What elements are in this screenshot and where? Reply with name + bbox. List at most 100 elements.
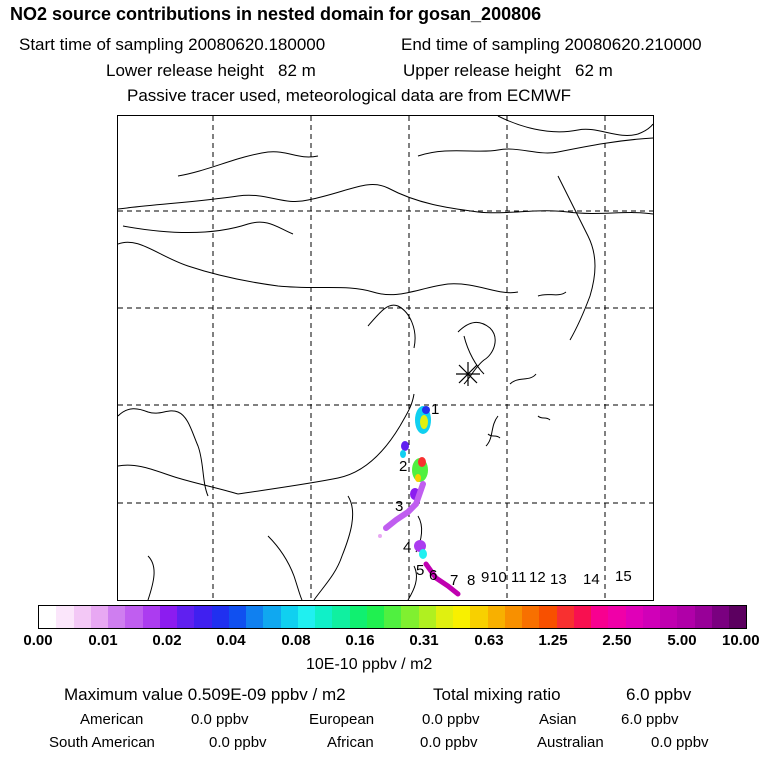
color-bar-cell: [729, 606, 747, 628]
end-time-label: End time of sampling 20080620.210000: [401, 35, 702, 54]
south-american-label: South American: [49, 734, 155, 751]
color-bar-cell: [263, 606, 281, 628]
plume-trail: [383, 481, 426, 531]
american-value: 0.0 ppbv: [191, 711, 249, 728]
color-bar-cell: [315, 606, 333, 628]
upper-release-label: Upper release height 62 m: [403, 61, 613, 80]
region-label: 3: [395, 498, 403, 515]
color-bar-cell: [504, 606, 522, 628]
color-bar-cell: [159, 606, 177, 628]
region-label: 8: [467, 572, 475, 589]
tick-label: 2.50: [602, 632, 632, 649]
color-bar-cell: [366, 606, 384, 628]
region-label: 13: [550, 571, 567, 588]
plume-patch-b: [400, 450, 406, 458]
color-bar-cell: [142, 606, 160, 628]
color-bar-cell: [56, 606, 74, 628]
color-bar-cell: [332, 606, 350, 628]
tick-label: 0.01: [88, 632, 118, 649]
tick-label: 0.08: [281, 632, 311, 649]
tick-label: 0.63: [474, 632, 504, 649]
color-bar-cell: [194, 606, 212, 628]
region-label: 6: [429, 567, 437, 584]
color-bar-cell: [522, 606, 540, 628]
color-bar-cell: [211, 606, 229, 628]
color-bar-cell: [418, 606, 436, 628]
region-label: 14: [583, 571, 600, 588]
graticule: [118, 116, 653, 600]
region-label: 15: [615, 568, 632, 585]
asian-label: Asian: [539, 711, 577, 728]
tick-label: 10.00: [722, 632, 760, 649]
asian-value: 6.0 ppbv: [621, 711, 679, 728]
color-bar-cell: [453, 606, 471, 628]
color-bar-cell: [280, 606, 298, 628]
coastlines: [118, 116, 653, 600]
color-bar-cell: [694, 606, 712, 628]
color-bar-cell: [108, 606, 126, 628]
color-bar-cell: [608, 606, 626, 628]
tick-label: 0.31: [409, 632, 439, 649]
color-bar-cell: [73, 606, 91, 628]
lower-release-label: Lower release height 82 m: [106, 61, 316, 80]
african-value: 0.0 ppbv: [420, 734, 478, 751]
tracer-info-label: Passive tracer used, meteorological data…: [127, 86, 572, 105]
color-bar-cell: [246, 606, 264, 628]
australian-label: Australian: [537, 734, 604, 751]
color-bar-cell: [349, 606, 367, 628]
page-title: NO2 source contributions in nested domai…: [10, 4, 542, 24]
color-bar-cell: [177, 606, 195, 628]
region-label: 4: [403, 539, 411, 556]
plume-patch-a: [401, 441, 409, 451]
region-label: 11: [511, 569, 527, 586]
max-value-label: Maximum value 0.509E-09 ppbv / m2: [64, 685, 346, 704]
tick-label: 5.00: [667, 632, 697, 649]
color-bar-cell: [625, 606, 643, 628]
region-label: 2: [399, 458, 407, 475]
color-bar-cell: [591, 606, 609, 628]
color-bar-cell: [401, 606, 419, 628]
plume-patch-1-edge: [422, 406, 430, 414]
color-bar-cell: [228, 606, 246, 628]
european-value: 0.0 ppbv: [422, 711, 480, 728]
region-label: 12: [529, 569, 546, 586]
tick-label: 0.16: [345, 632, 375, 649]
region-label: 7: [450, 572, 458, 589]
american-label: American: [80, 711, 144, 728]
color-bar-cell: [677, 606, 695, 628]
region-label: 10: [490, 569, 507, 586]
color-bar: [38, 605, 747, 629]
color-bar-cell: [297, 606, 315, 628]
tick-label: 0.04: [216, 632, 246, 649]
total-mixing-value: 6.0 ppbv: [626, 685, 692, 704]
region-label: 9: [481, 569, 489, 586]
color-bar-unit: 10E-10 ppbv / m2: [306, 656, 433, 673]
region-label: 1: [431, 401, 439, 418]
tick-label: 0.02: [152, 632, 182, 649]
color-bar-cell: [711, 606, 729, 628]
color-bar-cell: [435, 606, 453, 628]
color-bar-cell: [556, 606, 574, 628]
plume-trail-end: [378, 534, 382, 538]
color-bar-cell: [125, 606, 143, 628]
color-bar-cell: [39, 606, 57, 628]
plume-patch-2-core: [418, 457, 426, 467]
plume-trail-south: [423, 561, 461, 597]
color-bar-cell: [384, 606, 402, 628]
asterisk-icon: [456, 362, 480, 386]
plume-patch-2-edge: [415, 474, 421, 482]
map-panel: 1 2 3 4 5 6 7 8 9 10 11 12 13 14 15: [117, 115, 654, 601]
color-bar-cell: [487, 606, 505, 628]
plume-patch-1-core: [420, 415, 428, 429]
european-label: European: [309, 711, 375, 728]
region-label: 5: [416, 562, 424, 579]
color-bar-cell: [90, 606, 108, 628]
total-mixing-label: Total mixing ratio: [433, 685, 561, 704]
african-label: African: [327, 734, 374, 751]
color-bar-cell: [573, 606, 591, 628]
color-bar-cell: [642, 606, 660, 628]
tick-label: 1.25: [538, 632, 568, 649]
map-canvas: 1 2 3 4 5 6 7 8 9 10 11 12 13 14 15: [118, 116, 653, 600]
color-bar-cell: [470, 606, 488, 628]
color-bar-cell: [660, 606, 678, 628]
